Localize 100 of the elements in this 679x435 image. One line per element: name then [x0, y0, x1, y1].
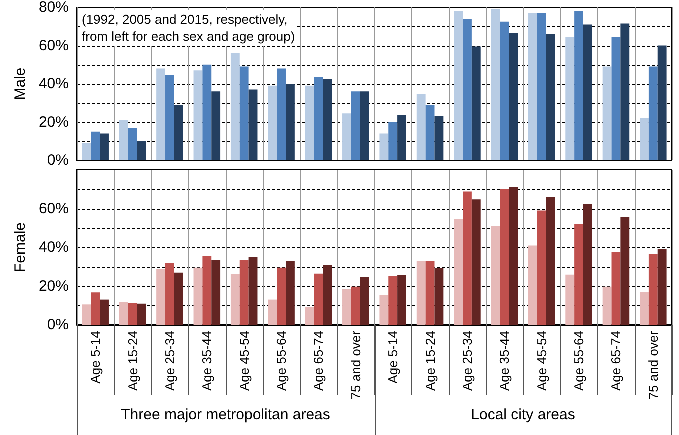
bar [100, 300, 109, 325]
bar [463, 18, 472, 160]
bar [156, 269, 166, 325]
bar [277, 68, 286, 160]
x-tick-label: Age 45-54 [236, 331, 252, 391]
y-tick-label: 0% [47, 316, 69, 334]
x-tick-label: Age 55-64 [274, 331, 290, 391]
bar [472, 46, 481, 160]
bar [128, 128, 138, 160]
bar [528, 246, 538, 325]
bar [640, 292, 649, 325]
bar [546, 34, 556, 160]
bar [268, 86, 278, 160]
bar [574, 224, 584, 325]
bar [491, 9, 500, 160]
bar [509, 187, 518, 325]
bar [268, 300, 278, 325]
y-tick-label: 20% [38, 114, 69, 131]
bar [212, 260, 221, 325]
bar [566, 37, 575, 160]
bar [574, 11, 584, 160]
bar [202, 64, 212, 160]
bar [658, 249, 667, 325]
bar [202, 256, 212, 325]
bar [212, 92, 221, 160]
bar [248, 257, 258, 325]
bar [128, 303, 138, 325]
y-tick-label: 80% [38, 0, 69, 16]
bar [323, 79, 332, 160]
bar [230, 53, 240, 160]
bar [491, 226, 500, 325]
bar [566, 274, 575, 325]
x-tick-label: Age 25-34 [460, 331, 475, 391]
bar [426, 105, 435, 160]
bar [323, 266, 332, 325]
y-axis-title: Male [12, 68, 30, 100]
bar [388, 276, 398, 325]
bar [583, 204, 592, 325]
bar [472, 200, 481, 325]
bar [612, 37, 621, 160]
bar [240, 260, 249, 325]
bar [500, 189, 510, 325]
y-tick-label: 40% [38, 239, 69, 256]
bar [305, 86, 314, 160]
x-tick-label: Age 65-74 [311, 331, 326, 391]
bar [398, 275, 406, 325]
x-tick-label: 75 and over [348, 330, 364, 400]
bar [416, 261, 426, 325]
bar [620, 217, 630, 325]
bar [286, 84, 295, 160]
y-tick-label: 60% [38, 200, 69, 218]
bar [314, 274, 324, 325]
bar [342, 289, 352, 325]
text: Three major metropolitan areas [121, 406, 330, 424]
y-tick-label: 40% [38, 76, 69, 92]
x-tick-label: Age 65-74 [608, 331, 624, 391]
bar [648, 254, 658, 325]
bar [91, 292, 100, 325]
x-tick-label: Age 55-64 [572, 331, 587, 391]
bar [648, 66, 658, 160]
bar [434, 268, 444, 325]
bar [230, 274, 240, 325]
bar [194, 70, 203, 160]
bar [277, 268, 286, 325]
bar [91, 132, 100, 160]
bar [454, 219, 464, 325]
bar [509, 33, 518, 160]
bar [380, 295, 389, 325]
bar [137, 141, 146, 160]
bar [342, 114, 352, 160]
bar [314, 77, 324, 160]
bar [286, 261, 295, 325]
bar [620, 24, 630, 160]
bar [194, 268, 203, 325]
bar [388, 122, 398, 160]
bar [248, 90, 258, 160]
x-tick-label: Age 35-44 [497, 331, 512, 391]
bar [82, 143, 92, 160]
bar [360, 277, 370, 325]
x-tick-label: Age 5-14 [386, 331, 401, 384]
bar [351, 286, 360, 325]
bar [398, 116, 406, 160]
y-tick-label: 60% [38, 37, 69, 54]
x-tick-label: 75 and over [646, 330, 661, 400]
bar [528, 13, 538, 160]
bar [612, 252, 621, 325]
bar [426, 261, 435, 325]
bar [537, 13, 546, 160]
y-axis-title: Female [12, 222, 30, 273]
bar [305, 306, 314, 325]
bar [119, 302, 128, 325]
x-tick-label: Age 45-54 [534, 331, 550, 391]
annotation: (1992, 2005 and 2015, respectively, from left for each sex and age group) [82, 12, 296, 44]
bar [174, 105, 184, 160]
x-tick-label: Age 5-14 [88, 331, 104, 384]
bar [82, 304, 92, 325]
bar [351, 92, 360, 160]
x-tick-label: Age 25-34 [162, 331, 178, 391]
x-tick-label: Age 35-44 [200, 331, 215, 391]
bar [416, 94, 426, 160]
